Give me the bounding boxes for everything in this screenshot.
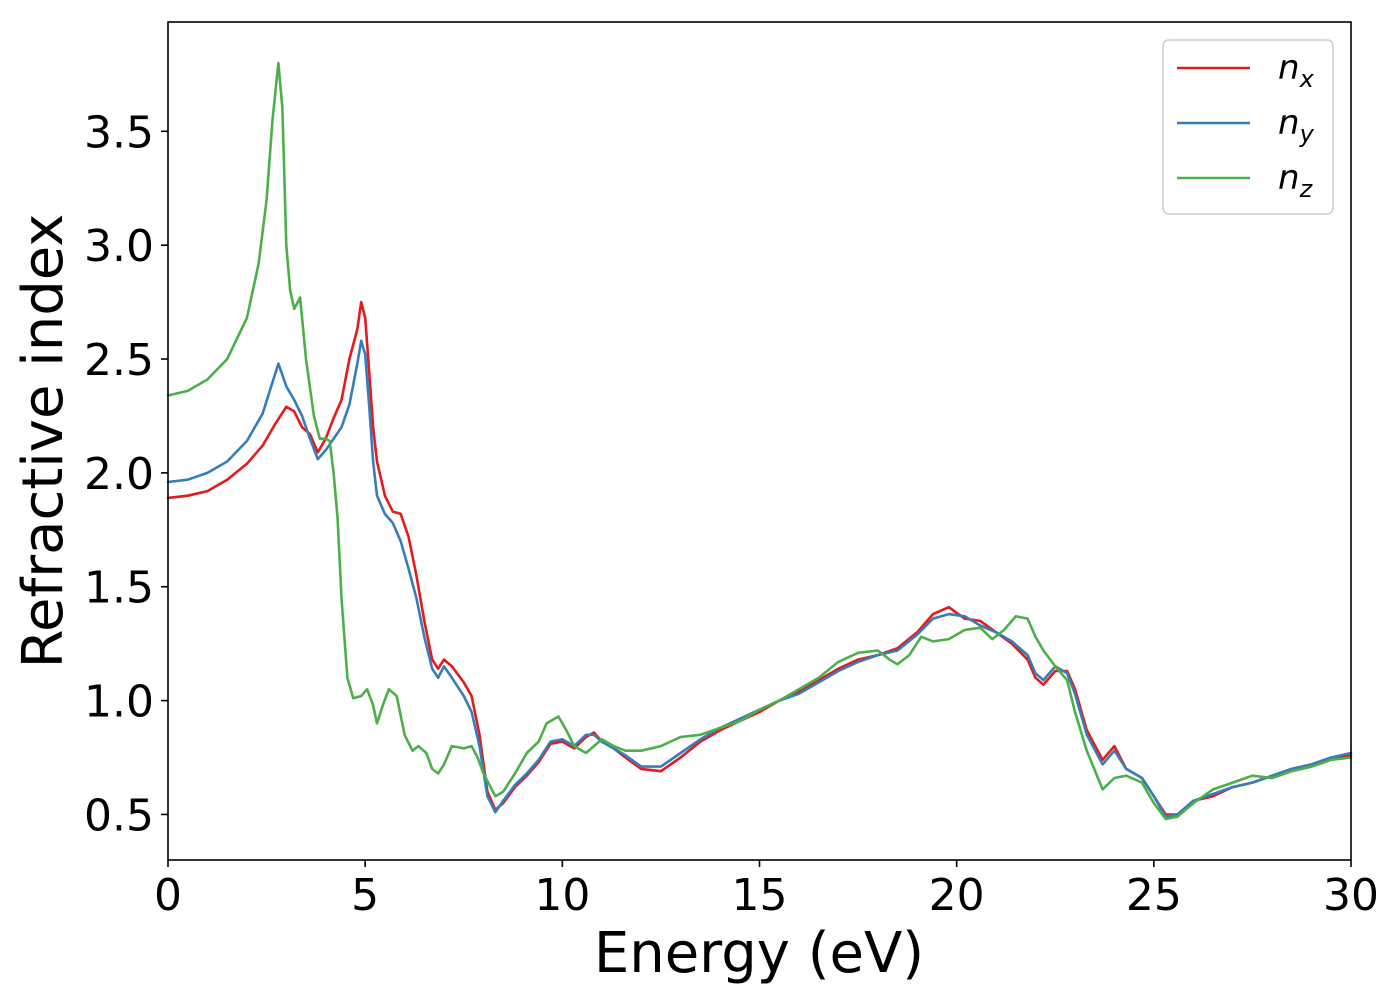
y-tick-label: 0.5 xyxy=(84,790,154,841)
y-tick-label: 3.5 xyxy=(84,107,154,158)
legend: nx ny nz xyxy=(1162,39,1334,215)
y-tick-label: 2.5 xyxy=(84,335,154,386)
x-tick-label: 15 xyxy=(732,870,788,921)
y-tick-label: 1.5 xyxy=(84,563,154,614)
series-line-y xyxy=(166,339,1353,818)
x-tick-label: 5 xyxy=(351,870,379,921)
x-tick-label: 30 xyxy=(1323,870,1379,921)
x-axis-ticks: 0 5 10 15 20 25 30 xyxy=(154,860,1379,921)
x-tick-label: 0 xyxy=(154,870,182,921)
y-axis-ticks: 0.5 1.0 1.5 2.0 2.5 3.0 3.5 xyxy=(84,107,168,841)
legend-box xyxy=(1162,39,1334,215)
plot-frame xyxy=(167,21,1352,861)
series-layer xyxy=(166,61,1353,821)
x-tick-label: 10 xyxy=(534,870,590,921)
y-tick-label: 3.0 xyxy=(84,221,154,272)
y-axis-title: Refractive index xyxy=(11,214,76,669)
y-tick-label: 1.0 xyxy=(84,677,154,728)
y-tick-label: 2.0 xyxy=(84,449,154,500)
x-axis-title: Energy (eV) xyxy=(594,921,924,986)
legend-label-y: ny xyxy=(1278,103,1315,148)
x-tick-label: 25 xyxy=(1126,870,1182,921)
legend-label-z: nz xyxy=(1278,158,1314,203)
x-tick-label: 20 xyxy=(929,870,985,921)
series-line-z xyxy=(166,61,1353,821)
legend-label-x: nx xyxy=(1278,48,1315,93)
